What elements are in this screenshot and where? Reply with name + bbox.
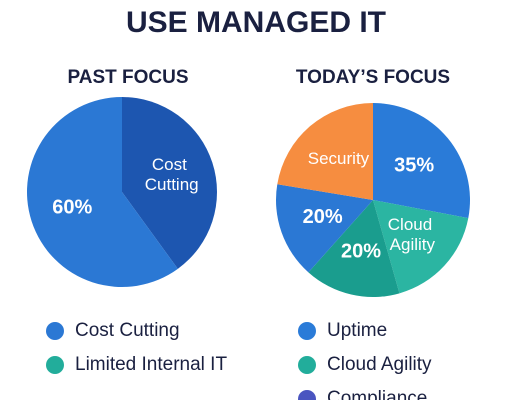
page-title: USE MANAGED IT: [126, 6, 386, 39]
legend-swatch: [46, 356, 64, 374]
slice-value-label: 20%: [341, 240, 381, 262]
pie-slice: [277, 103, 373, 200]
legend-swatch: [298, 356, 316, 374]
slice-value-label: 35%: [394, 154, 434, 176]
slice-label: Cloud Agility: [388, 216, 437, 255]
chart-title: PAST FOCUS: [67, 67, 188, 88]
slice-label: Cost Cutting: [145, 155, 199, 194]
slice-value-label: 60%: [52, 196, 92, 218]
slice-label: Security: [308, 149, 370, 168]
legend-label: Compliance: [327, 388, 427, 400]
pie-slice: [308, 200, 400, 297]
pie-slice: [276, 184, 373, 273]
pie-slice: [373, 103, 470, 219]
legend-label: Uptime: [327, 320, 387, 341]
legend-label: Cost Cutting: [75, 320, 180, 341]
pie-slice: [26, 97, 178, 287]
slice-value-label: 20%: [303, 206, 343, 228]
chart-title: TODAY’S FOCUS: [296, 67, 450, 88]
pie-slice: [373, 200, 469, 294]
legend-label: Limited Internal IT: [75, 354, 227, 375]
legend-swatch: [46, 322, 64, 340]
legend-swatch: [298, 390, 316, 400]
legend-label: Cloud Agility: [327, 354, 432, 375]
pie-slice: [122, 97, 218, 269]
legend-swatch: [298, 322, 316, 340]
